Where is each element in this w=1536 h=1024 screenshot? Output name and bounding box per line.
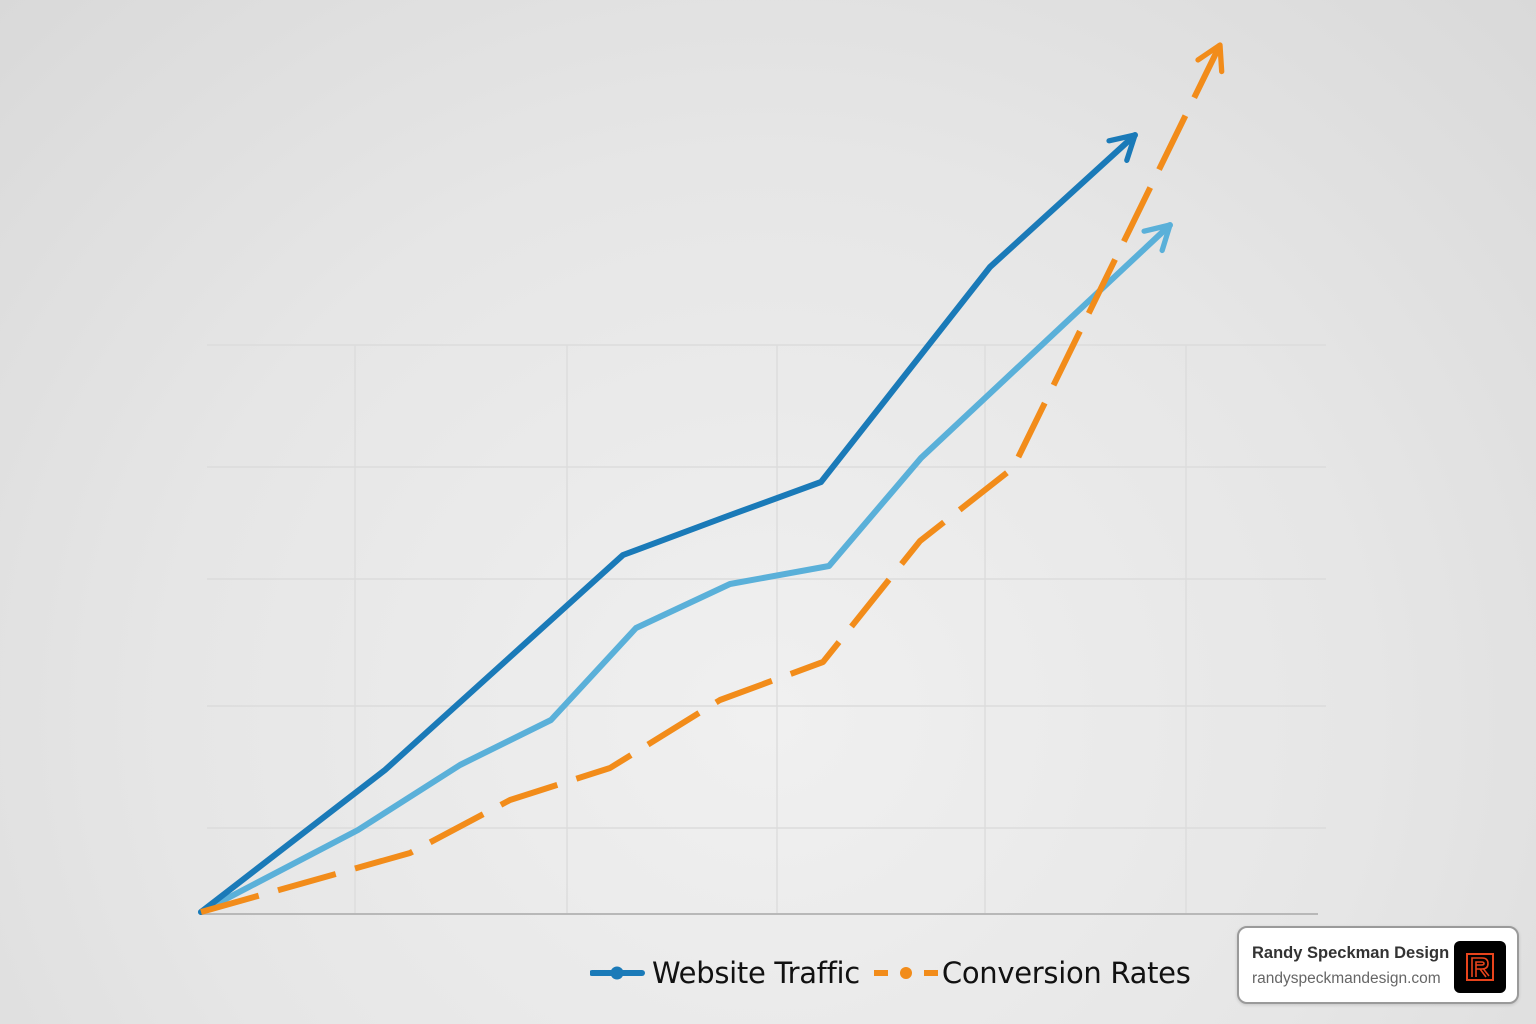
- legend-marker-dash-dot-icon: [873, 967, 938, 979]
- brand-name: Randy Speckman Design: [1252, 944, 1450, 962]
- chart-grid: [207, 344, 1326, 914]
- legend-label-website-traffic: Website Traffic: [652, 956, 860, 990]
- legend-item-conversion-rates: Conversion Rates: [872, 956, 1191, 990]
- legend-item-website-traffic: Website Traffic: [590, 956, 860, 990]
- chart-legend: Website Traffic Conversion Rates: [590, 950, 1191, 996]
- r-monogram-icon: [1454, 941, 1506, 993]
- brand-url: randyspeckmandesign.com: [1252, 970, 1441, 987]
- series-conversion-rates: [200, 42, 1225, 915]
- series-website-traffic-secondary: [198, 222, 1173, 915]
- brand-watermark-badge: Randy Speckman Design randyspeckmandesig…: [1237, 926, 1519, 1004]
- legend-marker-line-dot-icon: [590, 966, 645, 980]
- series-website-traffic: [198, 132, 1138, 915]
- legend-label-conversion-rates: Conversion Rates: [941, 956, 1191, 990]
